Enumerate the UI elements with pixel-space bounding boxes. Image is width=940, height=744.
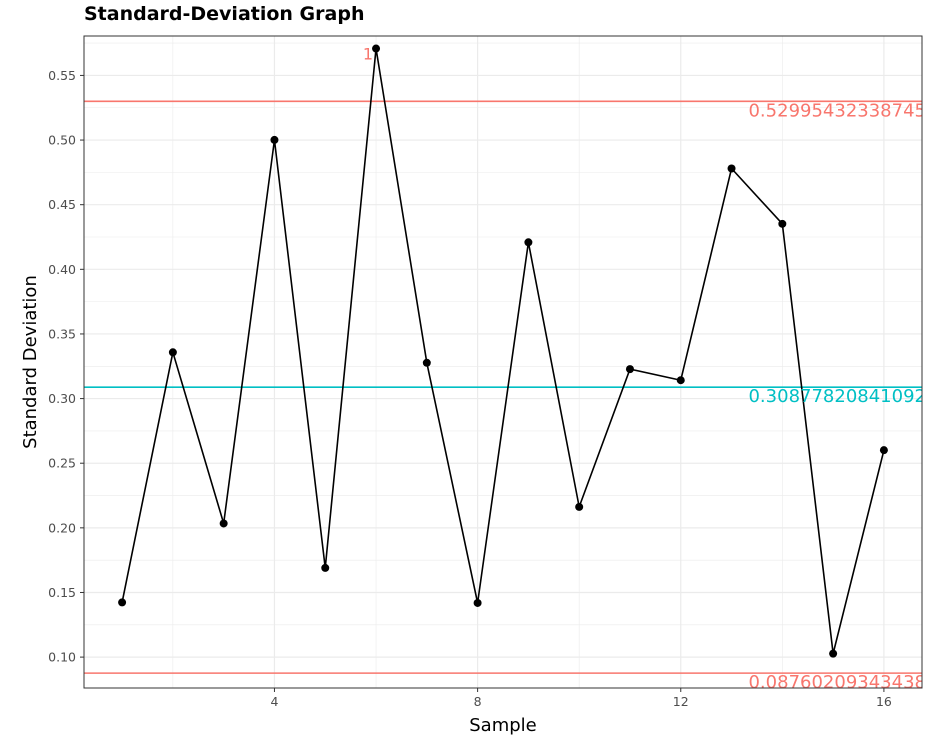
reference-line-label-1: 0.52995432338745 xyxy=(748,100,926,121)
y-tick-label: 0.15 xyxy=(48,585,76,600)
data-point-14 xyxy=(778,219,787,228)
data-point-7 xyxy=(422,358,431,367)
reference-lines xyxy=(84,100,922,674)
point-annotation-1: 1 xyxy=(363,45,373,64)
y-tick-label: 0.40 xyxy=(48,262,76,277)
x-tick-label: 16 xyxy=(876,694,892,709)
data-point-15 xyxy=(829,649,838,658)
y-axis-label: Standard Deviation xyxy=(20,275,41,449)
data-point-10 xyxy=(575,502,584,511)
y-tick-label: 0.45 xyxy=(48,197,76,212)
data-point-5 xyxy=(321,563,330,572)
x-axis-label: Sample xyxy=(469,715,537,736)
y-tick-label: 0.20 xyxy=(48,520,76,535)
tick-layer: 0.10 0.15 0.20 0.25 0.30 0.35 0.40 0.45 0.50 0.55… xyxy=(48,68,892,709)
data-point-2 xyxy=(168,348,177,357)
panel-border xyxy=(83,35,923,689)
reference-line-label-3: 0.08760209343438 xyxy=(748,672,926,693)
data-point-16 xyxy=(879,446,888,455)
x-tick-label: 12 xyxy=(673,694,689,709)
grid-layer xyxy=(84,36,922,688)
data-point-13 xyxy=(727,164,736,173)
data-point-1 xyxy=(118,598,127,607)
y-tick-label: 0.35 xyxy=(48,326,76,341)
data-point-3 xyxy=(219,519,228,528)
y-tick-label: 0.10 xyxy=(48,650,76,665)
data-point-8 xyxy=(473,598,482,607)
reference-line-label-2: 0.30877820841092 xyxy=(748,386,926,407)
x-tick-label: 4 xyxy=(270,694,278,709)
data-point-6 xyxy=(372,44,381,53)
y-tick-label: 0.30 xyxy=(48,391,76,406)
series-line xyxy=(121,47,885,655)
data-point-4 xyxy=(270,135,279,144)
x-tick-label: 8 xyxy=(474,694,482,709)
data-point-12 xyxy=(676,376,685,385)
y-tick-label: 0.25 xyxy=(48,456,76,471)
label-layer: 0.52995432338745 0.30877820841092 0.087602… xyxy=(363,45,926,693)
data-point-9 xyxy=(524,238,533,247)
y-tick-label: 0.50 xyxy=(48,133,76,148)
chart-title: Standard-Deviation Graph xyxy=(84,3,364,25)
y-tick-label: 0.55 xyxy=(48,68,76,83)
series-layer xyxy=(118,44,888,658)
data-point-11 xyxy=(625,365,634,374)
